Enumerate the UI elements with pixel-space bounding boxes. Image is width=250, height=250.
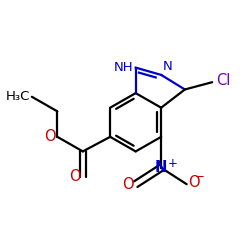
Text: N: N (163, 60, 173, 73)
Text: O: O (188, 175, 200, 190)
Text: H₃C: H₃C (6, 90, 30, 103)
Text: O: O (70, 170, 81, 184)
Text: N: N (155, 160, 167, 175)
Text: O: O (122, 177, 134, 192)
Text: −: − (194, 170, 204, 182)
Text: +: + (168, 157, 178, 170)
Text: O: O (44, 129, 56, 144)
Text: Cl: Cl (216, 73, 230, 88)
Text: NH: NH (114, 61, 134, 74)
